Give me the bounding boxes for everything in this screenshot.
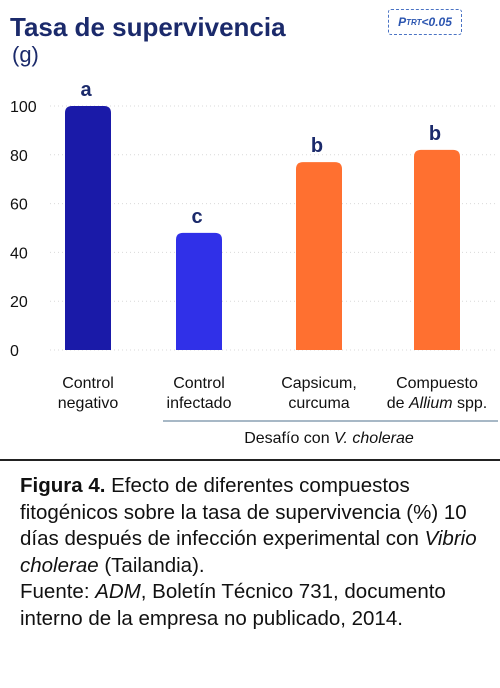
caption-source: Fuente: ADM, Boletín Técnico 731, docume… [20,579,488,632]
significance-letter: b [429,123,441,145]
category-label-italic: Allium [408,395,453,412]
category-label-text: de [387,395,409,412]
caption-text-1: Efecto de diferentes compuestos fitogéni… [20,474,467,550]
caption-label: Figura 4. [20,474,106,497]
category-label-after: spp. [453,395,488,412]
significance-letter: b [311,135,323,157]
y-tick-label: 20 [10,294,28,311]
figure-caption: Figura 4. Efecto de diferentes compuesto… [0,459,500,688]
category-label-line1: Control [173,375,225,392]
grid-lines [50,105,498,351]
category-label-text: negativo [58,395,119,412]
significance-letter: a [80,79,92,101]
p-value-suffix: <0.05 [421,15,452,29]
bar-2 [296,162,342,350]
category-labels: Control negativo Control infectado Capsicum,… [58,375,488,412]
caption-italic-1: Vibrio cholerae [20,527,477,577]
y-tick-label: 100 [10,99,37,116]
y-tick-label: 80 [10,148,28,165]
bar-0 [65,106,111,350]
p-value-prefix: P [398,15,407,29]
source-text: , Boletín Técnico 731, documento interno… [20,580,446,630]
bars [65,106,460,350]
category-label-line1: Capsicum, [281,375,357,392]
significance-letter: c [191,206,202,228]
category-label-text: infectado [167,395,232,412]
category-label-line1: Compuesto [396,375,478,392]
y-tick-label: 60 [10,197,28,214]
source-italic: ADM [95,580,141,603]
category-label-line2: curcuma [288,395,349,412]
significance-letters: a c b b [80,79,441,228]
category-label-line2: de Allium spp. [387,395,488,412]
challenge-label: Desafío con V. cholerae [244,430,414,447]
y-tick-label: 40 [10,245,28,262]
category-label-text: curcuma [288,395,349,412]
p-value-sub: TRT [406,17,422,27]
category-label-line1: Control [62,375,114,392]
challenge-label-italic: V. cholerae [334,430,414,447]
p-value-note: P TRT <0.05 [388,9,462,35]
y-tick-label: 0 [10,343,19,360]
category-label-line2: infectado [167,395,232,412]
challenge-label-text: Desafío con [244,430,334,447]
chart-title: Tasa de supervivencia [10,12,286,42]
category-label-line2: negativo [58,395,119,412]
caption-text-2: (Tailandia). [98,553,205,577]
caption-paragraph: Figura 4. Efecto de diferentes compuesto… [20,473,488,579]
bar-1 [176,232,222,350]
chart-unit: (g) [12,42,39,67]
bar-3 [414,149,460,350]
source-prefix: Fuente: [20,580,96,603]
y-axis-ticks: 0 20 40 60 80 100 [10,99,37,360]
